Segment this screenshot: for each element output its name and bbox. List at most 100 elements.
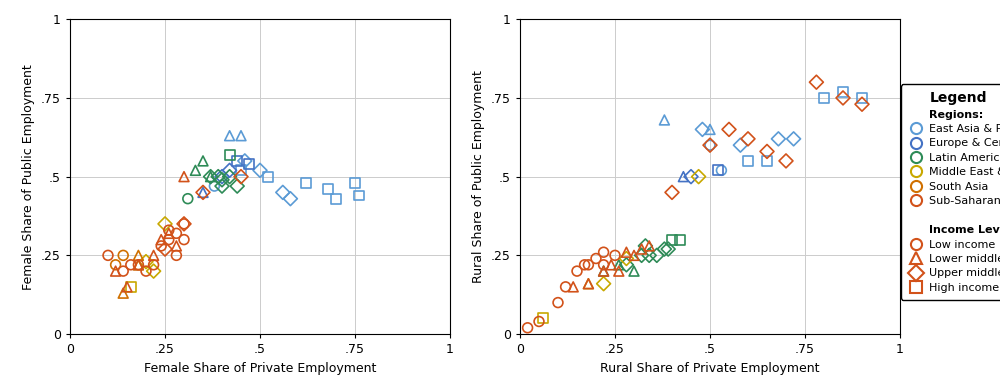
Point <box>222 167 238 174</box>
Point <box>157 221 173 227</box>
Point <box>577 262 593 268</box>
Point <box>740 158 756 164</box>
Point <box>637 243 653 249</box>
Point <box>157 246 173 252</box>
Point <box>732 142 748 148</box>
Point <box>130 262 146 268</box>
Point <box>229 158 245 164</box>
Point <box>580 281 596 287</box>
Point <box>786 136 802 142</box>
Point <box>180 195 196 202</box>
Point <box>153 237 169 243</box>
Point <box>176 221 192 227</box>
Point <box>115 290 131 296</box>
Point <box>626 268 642 274</box>
Point <box>161 237 177 243</box>
Point <box>596 268 612 274</box>
Point <box>588 255 604 262</box>
Point <box>675 174 691 180</box>
Point <box>854 95 870 101</box>
Point <box>759 158 775 164</box>
Point <box>222 174 238 180</box>
Point <box>683 174 699 180</box>
Point <box>130 262 146 268</box>
Point <box>603 262 619 268</box>
Point <box>580 281 596 287</box>
Point <box>702 126 718 132</box>
Point <box>282 195 298 202</box>
Point <box>214 177 230 183</box>
Point <box>168 230 184 237</box>
Point <box>176 174 192 180</box>
Point <box>320 186 336 192</box>
Point <box>634 252 650 258</box>
Point <box>535 315 551 321</box>
Point <box>664 237 680 243</box>
X-axis label: Rural Share of Private Employment: Rural Share of Private Employment <box>600 362 820 375</box>
Point <box>531 318 547 324</box>
Point <box>558 284 574 290</box>
Point <box>138 268 154 274</box>
Point <box>252 167 268 174</box>
Point <box>565 284 581 290</box>
Point <box>130 262 146 268</box>
Point <box>130 252 146 258</box>
Point <box>626 252 642 258</box>
Point <box>108 262 124 268</box>
Point <box>656 246 672 252</box>
Point <box>351 192 367 199</box>
Point <box>710 167 726 174</box>
Point <box>210 174 226 180</box>
Point <box>119 284 135 290</box>
Point <box>203 174 219 180</box>
Point <box>241 161 257 167</box>
Point <box>123 284 139 290</box>
Point <box>146 268 162 274</box>
Point <box>691 174 707 180</box>
Point <box>233 132 249 139</box>
Point <box>146 252 162 258</box>
Point <box>759 148 775 154</box>
Point <box>660 246 676 252</box>
Point <box>618 249 634 255</box>
Point <box>222 132 238 139</box>
Point <box>596 262 612 268</box>
Point <box>115 252 131 258</box>
Point <box>816 95 832 101</box>
Point <box>195 189 211 195</box>
Point <box>214 174 230 180</box>
Point <box>611 268 627 274</box>
Point <box>176 237 192 243</box>
Point <box>740 136 756 142</box>
Point <box>176 221 192 227</box>
Point <box>808 79 824 85</box>
Point <box>854 101 870 107</box>
Point <box>233 174 249 180</box>
Point <box>634 246 650 252</box>
Point <box>607 252 623 258</box>
Point <box>641 243 657 249</box>
Point <box>328 195 344 202</box>
Point <box>168 243 184 249</box>
Point <box>298 180 314 186</box>
Point <box>835 89 851 95</box>
Point <box>214 183 230 189</box>
Point <box>713 167 729 174</box>
Point <box>649 252 665 258</box>
Point <box>161 227 177 233</box>
Point <box>550 300 566 306</box>
Legend: Legend, Regions:, East Asia & Pacific, Europe & Central Asia, Latin America & Ca: Legend, Regions:, East Asia & Pacific, E… <box>901 84 1000 300</box>
Point <box>664 189 680 195</box>
Point <box>206 183 222 189</box>
Point <box>641 252 657 258</box>
Point <box>721 126 737 132</box>
Point <box>146 262 162 268</box>
Point <box>100 252 116 258</box>
Point <box>108 268 124 274</box>
Point <box>835 95 851 101</box>
Point <box>203 174 219 180</box>
Point <box>195 189 211 195</box>
Point <box>702 142 718 148</box>
Point <box>656 117 672 123</box>
Point <box>153 243 169 249</box>
